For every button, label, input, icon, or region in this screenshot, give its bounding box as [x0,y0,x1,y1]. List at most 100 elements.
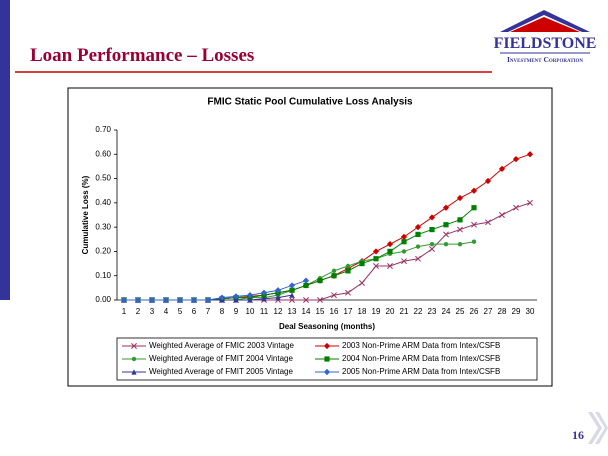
x-axis-label: Deal Seasoning (months) [279,322,375,331]
page-number: 16 [572,428,584,442]
data-point [134,296,142,304]
x-tick-label: 7 [206,307,211,316]
data-point [457,241,463,247]
legend-marker [324,356,330,362]
data-point [302,277,310,284]
data-point [456,194,464,202]
x-tick-label: 14 [302,307,311,316]
data-point [232,293,240,300]
data-point [429,241,435,247]
data-point [443,231,449,238]
data-point [274,287,282,294]
data-point [401,258,407,265]
x-tick-label: 11 [260,307,269,316]
x-tick-label: 15 [316,307,325,316]
data-point [414,224,422,231]
x-tick-label: 8 [220,307,225,316]
x-tick-label: 30 [526,307,535,316]
data-point [484,177,492,185]
data-point [429,246,435,252]
data-point [331,292,337,299]
data-point [275,294,281,301]
data-point [359,280,365,286]
y-tick-label: 0.40 [95,198,111,207]
chart-title: FMIC Static Pool Cumulative Loss Analysi… [207,97,413,108]
data-point [513,204,519,211]
data-point [498,165,506,172]
legend-label: 2004 Non-Prime ARM Data from Intex/CSFB [342,354,500,363]
data-point [289,297,295,303]
logo-roof [500,10,590,32]
data-point [120,296,128,304]
data-point [289,292,295,298]
y-axis-label: Cumulative Loss (%) [81,175,90,254]
data-point [526,151,534,158]
data-point [443,222,449,228]
x-tick-label: 12 [274,307,283,316]
data-point [246,292,254,299]
x-tick-label: 21 [400,307,409,316]
legend-label: 2005 Non-Prime ARM Data from Intex/CSFB [342,367,500,376]
data-point [176,296,184,304]
y-tick-label: 0.50 [95,174,111,183]
data-point [288,282,296,289]
data-point [233,297,239,303]
legend-marker [131,343,137,349]
x-tick-label: 29 [512,307,521,316]
data-point [162,296,170,304]
data-point [303,282,309,289]
x-tick-label: 26 [470,307,479,316]
data-point [457,226,463,233]
data-point [415,255,421,262]
legend-marker [131,369,137,375]
x-tick-label: 23 [428,307,437,316]
data-point [415,231,421,238]
x-tick-label: 9 [234,307,239,316]
chevrons [588,412,608,444]
data-point [373,263,379,269]
slide-title: Loan Performance – Losses [30,45,254,66]
logo-name: FIELDSTONE [494,35,597,52]
x-tick-label: 20 [386,307,395,316]
data-point [442,204,450,211]
side-bar [0,0,10,300]
data-point [457,217,463,223]
data-point [415,244,421,249]
data-point [289,287,295,293]
x-tick-label: 19 [372,307,381,316]
x-tick-label: 24 [442,307,451,316]
chart-frame [67,87,553,387]
chart: FMIC Static Pool Cumulative Loss Analysi… [67,87,553,387]
y-tick-label: 0.60 [95,149,111,158]
legend-marker [323,368,331,376]
data-point [303,297,309,303]
data-point [204,296,212,304]
data-point [345,289,351,296]
y-tick-label: 0.00 [95,295,111,304]
x-tick-label: 6 [192,307,197,316]
data-point [512,156,520,163]
x-tick-label: 5 [178,307,183,316]
data-point [148,296,156,304]
x-tick-label: 25 [456,307,465,316]
x-tick-label: 27 [484,307,493,316]
x-tick-label: 13 [288,307,297,316]
data-point [527,199,533,206]
logo: FIELDSTONE Investment Corporation [494,10,597,64]
data-point [386,241,394,248]
x-tick-label: 2 [136,307,141,316]
y-tick-label: 0.70 [95,125,111,134]
data-point [387,248,393,255]
data-point [331,273,337,279]
data-point [372,248,380,255]
data-point [443,241,449,247]
logo-sub: Investment Corporation [507,55,583,64]
x-tick-label: 1 [122,307,127,316]
data-point [471,221,477,228]
data-point [470,187,478,194]
x-tick-label: 22 [414,307,423,316]
x-tick-label: 10 [246,307,255,316]
data-point [218,294,226,301]
data-point [429,226,435,233]
